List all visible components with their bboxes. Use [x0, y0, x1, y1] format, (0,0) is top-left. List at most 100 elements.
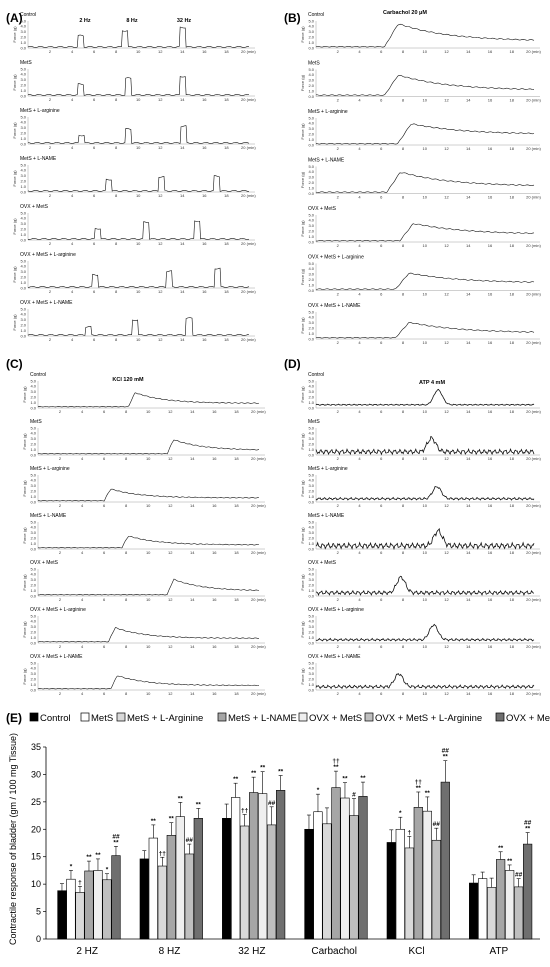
trace-ytick: 3.0: [30, 671, 36, 676]
trace-label: OVX + MetS + L-NAME: [308, 303, 361, 309]
significance-mark: *: [399, 810, 402, 817]
trace-ytick: 0.0: [20, 333, 26, 338]
trace-ytick: 4.0: [30, 666, 36, 671]
trace-xtick: 14: [466, 456, 471, 461]
trace-xtick: 20 (min): [526, 409, 541, 414]
significance-mark: ##: [442, 748, 450, 755]
trace-xtick: 2: [337, 292, 340, 297]
trace-xtick: 6: [380, 597, 383, 602]
trace-xtick: 6: [93, 193, 96, 198]
trace-ytick: 2.0: [20, 179, 26, 184]
trace-xtick: 8: [402, 503, 405, 508]
trace-xtick: 20 (min): [241, 241, 256, 246]
trace-xtick: 12: [168, 691, 173, 696]
trace-label: OVX + MetS + L-NAME: [20, 300, 73, 306]
significance-mark: **: [260, 765, 266, 772]
bar: [322, 823, 332, 940]
trace-xtick: 6: [93, 337, 96, 342]
trace-xtick: 14: [466, 146, 471, 151]
force-trace: [315, 223, 535, 242]
legend-item: MetS + L-NAME: [217, 712, 297, 724]
trace-ylabel: Force (g): [12, 266, 17, 283]
y-tick-label: 5: [36, 907, 41, 917]
trace-xtick: 20 (min): [526, 195, 541, 200]
stimulus-annotation: 2 Hz: [79, 18, 91, 24]
bar: [404, 847, 414, 940]
bar: [469, 882, 479, 940]
trace-ytick: 0.0: [30, 546, 36, 551]
trace-xtick: 6: [380, 292, 383, 297]
trace-xtick: 16: [202, 97, 207, 102]
trace-xtick: 2: [337, 597, 340, 602]
trace-xtick: 14: [180, 241, 185, 246]
trace-xtick: 18: [510, 409, 515, 414]
force-trace: [27, 220, 250, 240]
force-trace: [27, 317, 250, 336]
trace-xtick: 2: [49, 49, 52, 54]
trace-xtick: 14: [190, 409, 195, 414]
trace-xtick: 8: [402, 146, 405, 151]
trace-ytick: 1.0: [20, 232, 26, 237]
trace-ytick: 4.0: [20, 264, 26, 269]
trace-xtick: 4: [71, 49, 74, 54]
trace-xtick: 8: [125, 597, 128, 602]
bar: [102, 879, 112, 940]
significance-mark: *: [317, 787, 320, 794]
trace-xtick: 16: [212, 503, 217, 508]
trace-label: Control: [20, 12, 36, 18]
trace-ytick: 3.0: [30, 436, 36, 441]
trace-ytick: 2.0: [308, 677, 314, 682]
force-trace: [315, 172, 535, 193]
bar: [267, 824, 277, 940]
trace-xtick: 12: [158, 337, 163, 342]
trace-xtick: 8: [125, 691, 128, 696]
trace-ytick: 5.0: [20, 66, 26, 71]
trace-row: MetS + L-arginine5.04.03.02.01.00.0Force…: [12, 108, 256, 150]
trace-xtick: 14: [190, 597, 195, 602]
trace-ytick: 5.0: [308, 164, 314, 169]
trace-ytick: 4.0: [30, 431, 36, 436]
trace-xtick: 16: [488, 456, 493, 461]
trace-xtick: 4: [358, 644, 361, 649]
trace-ylabel: Force (g): [300, 26, 305, 43]
legend-item: OVX + MetS + L-Arginine: [364, 712, 482, 724]
trace-ylabel: Force (g): [300, 171, 305, 188]
stimulus-annotation: Carbachol 20 μM: [383, 10, 427, 16]
trace-xtick: 4: [71, 193, 74, 198]
force-trace: [37, 535, 260, 549]
bar: [139, 858, 149, 940]
trace-xtick: 2: [59, 456, 62, 461]
bar: [413, 807, 423, 940]
trace-ytick: 2.0: [30, 583, 36, 588]
trace-xtick: 12: [158, 49, 163, 54]
bar: [193, 818, 203, 940]
trace-ytick: 1.0: [308, 400, 314, 405]
trace-row: OVX + MetS + L-arginine5.04.03.02.01.00.…: [300, 255, 541, 297]
trace-xtick: 18: [510, 503, 515, 508]
trace-xtick: 6: [103, 691, 106, 696]
trace-xtick: 18: [510, 146, 515, 151]
trace-ytick: 1.0: [308, 185, 314, 190]
trace-xtick: 4: [358, 146, 361, 151]
trace-xtick: 10: [423, 49, 428, 54]
trace-xtick: 4: [358, 292, 361, 297]
trace-xtick: 2: [337, 98, 340, 103]
trace-xtick: 6: [93, 145, 96, 150]
force-trace: [27, 175, 250, 192]
bar: [157, 865, 167, 940]
trace-xtick: 4: [358, 503, 361, 508]
trace-xtick: 2: [49, 337, 52, 342]
trace-ytick: 2.0: [308, 83, 314, 88]
trace-ytick: 3.0: [308, 272, 314, 277]
trace-ytick: 5.0: [20, 210, 26, 215]
trace-ytick: 1.0: [308, 88, 314, 93]
trace-label: OVX + MetS: [20, 204, 49, 210]
bar: [514, 886, 524, 940]
trace-xtick: 4: [358, 340, 361, 345]
trace-ytick: 1.0: [308, 447, 314, 452]
legend-swatch: [29, 712, 39, 722]
trace-ytick: 4.0: [30, 619, 36, 624]
